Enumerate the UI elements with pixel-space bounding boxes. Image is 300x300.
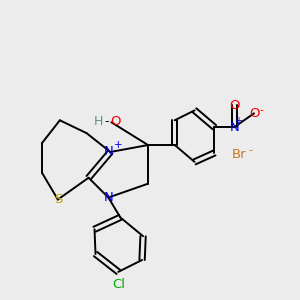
Text: N: N	[229, 121, 239, 134]
Text: S: S	[54, 193, 62, 206]
Text: +: +	[234, 116, 242, 126]
Text: +: +	[114, 140, 123, 150]
Text: H: H	[94, 115, 104, 128]
Text: N: N	[104, 145, 114, 158]
Text: -: -	[248, 146, 253, 155]
Text: O: O	[249, 107, 259, 120]
Text: O: O	[229, 99, 239, 112]
Text: Br: Br	[232, 148, 247, 161]
Text: O: O	[110, 115, 121, 128]
Text: -: -	[260, 105, 263, 115]
Text: Cl: Cl	[112, 278, 125, 291]
Text: -: -	[105, 115, 109, 128]
Text: N: N	[103, 191, 113, 204]
